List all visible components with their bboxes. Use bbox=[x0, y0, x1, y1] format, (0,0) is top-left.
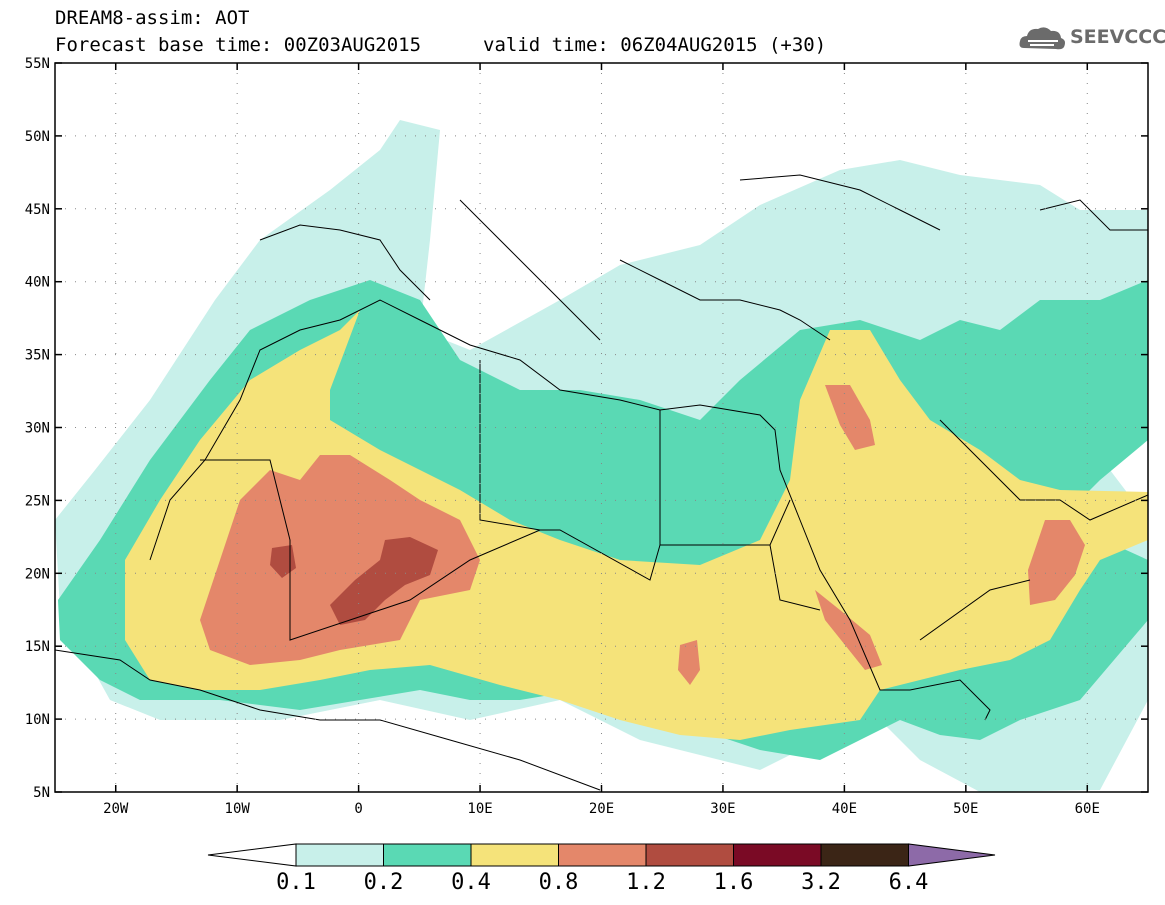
lon-label: 60E bbox=[1075, 801, 1100, 817]
lat-label: 30N bbox=[25, 421, 50, 437]
colorbar-label: 0.8 bbox=[538, 870, 579, 895]
gridlines bbox=[55, 63, 1148, 792]
aot-level-0.8-sudan bbox=[678, 640, 700, 685]
colorbar-label: 0.1 bbox=[276, 870, 316, 895]
colorbar-label: 1.6 bbox=[713, 870, 754, 895]
lat-label: 40N bbox=[25, 275, 50, 291]
colorbar-swatch bbox=[820, 843, 909, 867]
lon-label: 20W bbox=[103, 801, 129, 817]
seevccc-logo: SEEVCCC bbox=[1018, 24, 1165, 54]
colorbar-label: 0.4 bbox=[451, 870, 491, 895]
forecast-base-time: Forecast base time: 00Z03AUG2015 bbox=[55, 34, 422, 56]
lat-label: 20N bbox=[25, 566, 50, 582]
lat-label: 35N bbox=[25, 348, 50, 364]
colorbar-swatch bbox=[558, 843, 647, 867]
lat-label: 50N bbox=[25, 129, 50, 145]
colorbar-label: 3.2 bbox=[801, 870, 841, 895]
lon-labels: 20W 10W 0 10E 20E 30E 40E 50E 60E bbox=[103, 801, 1100, 817]
lat-label: 15N bbox=[25, 639, 50, 655]
lon-label: 20E bbox=[589, 801, 614, 817]
axis-ticks bbox=[55, 62, 1148, 793]
aot-level-0.8-arabia bbox=[825, 385, 875, 450]
lon-label: 40E bbox=[832, 801, 857, 817]
lat-label: 25N bbox=[25, 493, 50, 509]
colorbar-swatch bbox=[383, 843, 472, 867]
colorbar-label: 0.2 bbox=[363, 870, 404, 895]
colorbar-low-arrow bbox=[207, 843, 297, 867]
lat-label: 55N bbox=[25, 56, 50, 72]
colorbar-swatch bbox=[470, 843, 559, 867]
aot-level-0.8-oman bbox=[1028, 520, 1085, 605]
lat-labels: 55N 50N 45N 40N 35N 30N 25N 20N 15N 10N 5N bbox=[25, 56, 50, 801]
aot-level-0.8-redsea bbox=[815, 590, 882, 670]
lat-label: 45N bbox=[25, 202, 50, 218]
lon-label: 10E bbox=[467, 801, 492, 817]
colorbar-label: 6.4 bbox=[888, 870, 929, 895]
chart-title: DREAM8-assim: AOT bbox=[55, 7, 250, 29]
lat-label: 5N bbox=[33, 785, 50, 801]
aot-level-1.2 bbox=[330, 537, 438, 625]
colorbar bbox=[207, 843, 996, 867]
coastlines bbox=[55, 174, 1148, 791]
colorbar-swatch bbox=[295, 843, 384, 867]
logo-text: SEEVCCC bbox=[1070, 26, 1165, 48]
lat-label: 10N bbox=[25, 712, 50, 728]
aot-level-0.8 bbox=[200, 455, 480, 665]
colorbar-swatch bbox=[645, 843, 734, 867]
colorbar-high-arrow bbox=[908, 843, 996, 867]
valid-time: valid time: 06Z04AUG2015 (+30) bbox=[483, 34, 827, 56]
lon-label: 30E bbox=[710, 801, 735, 817]
cloud-icon bbox=[1019, 27, 1065, 50]
lon-label: 50E bbox=[953, 801, 978, 817]
colorbar-label: 1.2 bbox=[626, 870, 666, 895]
lon-label: 0 bbox=[354, 801, 362, 817]
lon-label: 10W bbox=[225, 801, 251, 817]
aot-field bbox=[55, 120, 1148, 792]
colorbar-swatch bbox=[733, 843, 822, 867]
